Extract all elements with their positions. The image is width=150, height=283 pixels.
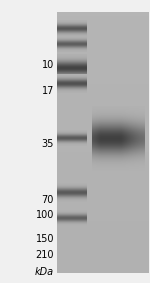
Text: 35: 35 — [42, 139, 54, 149]
Text: kDa: kDa — [35, 267, 54, 277]
Text: 17: 17 — [42, 85, 54, 96]
Text: 150: 150 — [36, 234, 54, 244]
Text: 100: 100 — [36, 210, 54, 220]
Text: 70: 70 — [42, 194, 54, 205]
Text: 10: 10 — [42, 60, 54, 70]
Text: 210: 210 — [36, 250, 54, 260]
